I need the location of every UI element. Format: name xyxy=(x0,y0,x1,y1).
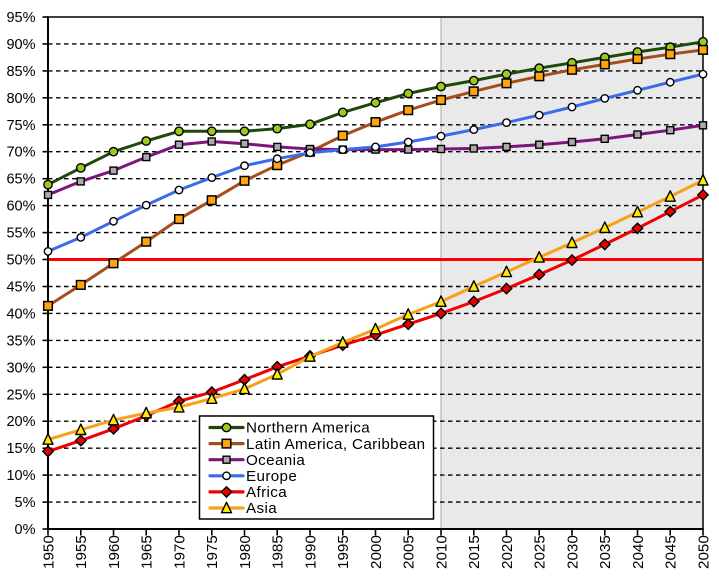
svg-text:2040: 2040 xyxy=(630,535,647,569)
svg-text:70%: 70% xyxy=(6,145,35,161)
svg-text:60%: 60% xyxy=(6,199,35,215)
svg-text:Africa: Africa xyxy=(246,484,287,501)
svg-text:Oceania: Oceania xyxy=(246,452,305,469)
svg-text:1995: 1995 xyxy=(335,535,352,569)
svg-text:15%: 15% xyxy=(6,441,35,457)
svg-text:75%: 75% xyxy=(6,118,35,134)
svg-text:1985: 1985 xyxy=(270,535,287,569)
svg-text:2020: 2020 xyxy=(499,535,516,569)
svg-text:1990: 1990 xyxy=(302,535,319,569)
svg-text:10%: 10% xyxy=(6,468,35,484)
svg-text:85%: 85% xyxy=(6,64,35,80)
svg-text:1970: 1970 xyxy=(171,535,188,569)
svg-text:95%: 95% xyxy=(6,10,35,26)
svg-text:2035: 2035 xyxy=(597,535,614,569)
svg-text:0%: 0% xyxy=(15,522,36,538)
svg-text:40%: 40% xyxy=(6,306,35,322)
svg-text:Northern America: Northern America xyxy=(246,420,370,437)
svg-text:1950: 1950 xyxy=(40,535,57,569)
svg-text:Latin America, Caribbean: Latin America, Caribbean xyxy=(246,436,425,453)
svg-text:20%: 20% xyxy=(6,414,35,430)
svg-text:80%: 80% xyxy=(6,91,35,107)
svg-text:Asia: Asia xyxy=(246,500,277,517)
svg-text:90%: 90% xyxy=(6,37,35,53)
svg-text:2050: 2050 xyxy=(695,535,712,569)
svg-text:Europe: Europe xyxy=(246,468,297,485)
svg-text:45%: 45% xyxy=(6,280,35,296)
svg-text:65%: 65% xyxy=(6,172,35,188)
svg-text:2025: 2025 xyxy=(532,535,549,569)
svg-text:2005: 2005 xyxy=(401,535,418,569)
svg-text:25%: 25% xyxy=(6,387,35,403)
svg-text:1955: 1955 xyxy=(73,535,90,569)
svg-text:55%: 55% xyxy=(6,226,35,242)
svg-text:2045: 2045 xyxy=(663,535,680,569)
svg-text:2030: 2030 xyxy=(564,535,581,569)
svg-text:1965: 1965 xyxy=(139,535,156,569)
svg-text:2000: 2000 xyxy=(368,535,385,569)
svg-text:35%: 35% xyxy=(6,333,35,349)
svg-text:1975: 1975 xyxy=(204,535,221,569)
svg-text:30%: 30% xyxy=(6,360,35,376)
svg-text:5%: 5% xyxy=(15,495,36,511)
svg-text:1960: 1960 xyxy=(106,535,123,569)
svg-text:2010: 2010 xyxy=(433,535,450,569)
svg-text:2015: 2015 xyxy=(466,535,483,569)
svg-text:50%: 50% xyxy=(6,253,35,269)
svg-text:1980: 1980 xyxy=(237,535,254,569)
